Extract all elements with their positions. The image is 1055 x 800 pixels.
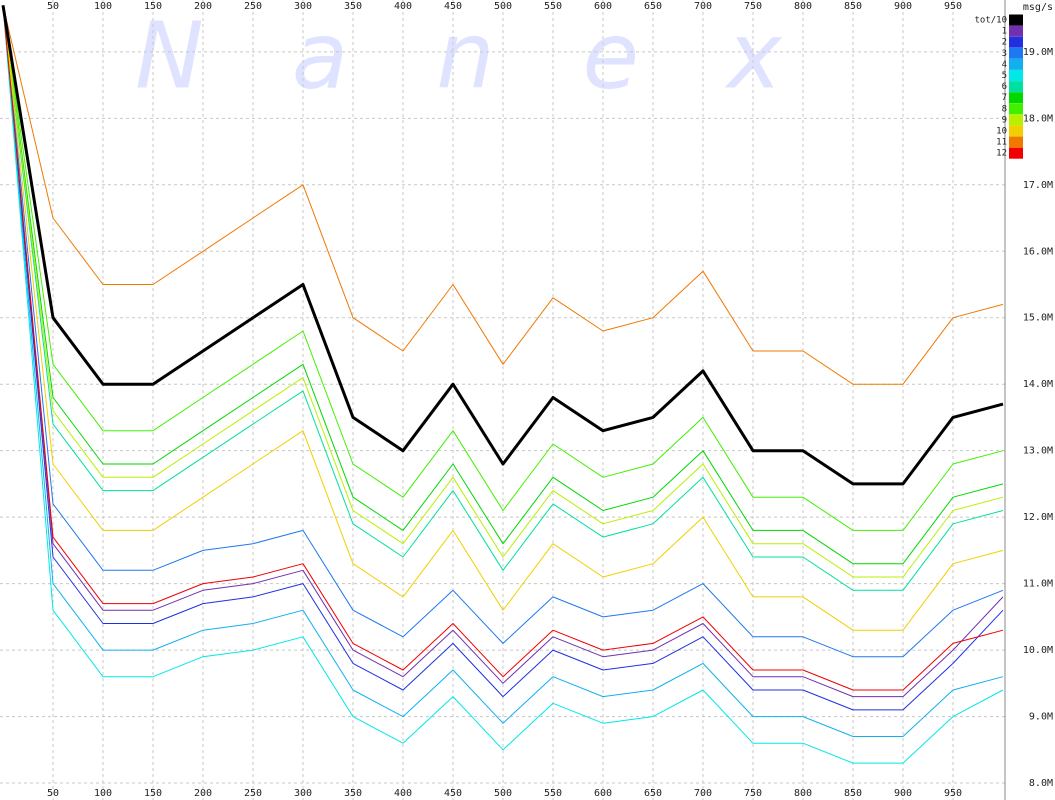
x-tick-label: 100	[94, 1, 112, 12]
x-tick-label: 600	[594, 788, 612, 799]
x-tick-label: 550	[544, 788, 562, 799]
x-tick-label: 500	[494, 788, 512, 799]
y-tick-label: 18.0M	[1023, 113, 1053, 124]
series-line	[2, 5, 1004, 631]
legend-swatch	[1009, 58, 1023, 70]
legend-label: 10	[996, 127, 1007, 137]
x-tick-label: 150	[144, 788, 162, 799]
legend-swatch	[1009, 14, 1023, 26]
x-tick-label: 700	[694, 1, 712, 12]
legend-label: 3	[1002, 49, 1007, 59]
legend-label: 6	[1002, 82, 1007, 92]
legend-label: 4	[1002, 60, 1007, 70]
legend-swatch	[1009, 114, 1023, 126]
legend-label: 12	[996, 149, 1007, 159]
legend-swatch	[1009, 70, 1023, 81]
x-tick-label: 400	[394, 1, 412, 12]
y-tick-label: 9.0M	[1029, 712, 1053, 723]
series-line	[2, 5, 1004, 711]
legend-swatch	[1009, 36, 1023, 48]
x-tick-label: 850	[844, 788, 862, 799]
series-line	[2, 5, 1004, 578]
x-tick-label: 350	[344, 1, 362, 12]
legend-swatch	[1009, 47, 1023, 59]
y-unit-label: msg/s	[1023, 2, 1053, 13]
legend-swatch	[1009, 136, 1023, 148]
x-tick-label: 250	[244, 1, 262, 12]
legend-label: 9	[1002, 115, 1007, 125]
legend-swatch	[1009, 147, 1023, 159]
x-tick-label: 350	[344, 788, 362, 799]
x-tick-label: 700	[694, 788, 712, 799]
x-tick-label: 950	[944, 1, 962, 12]
legend-swatch	[1009, 92, 1023, 104]
legend-label: tot/10	[974, 16, 1007, 26]
y-tick-label: 14.0M	[1023, 379, 1053, 390]
x-tick-label: 100	[94, 788, 112, 799]
x-tick-label: 250	[244, 788, 262, 799]
legend-label: 5	[1002, 71, 1007, 81]
x-tick-label: 400	[394, 788, 412, 799]
series-line	[1, 5, 1004, 486]
x-tick-label: 850	[844, 1, 862, 12]
series-line	[2, 5, 1004, 385]
y-tick-label: 10.0M	[1023, 645, 1053, 656]
x-tick-label: 600	[594, 1, 612, 12]
x-tick-label: 300	[294, 788, 312, 799]
y-tick-label: 11.0M	[1023, 579, 1053, 590]
series-line	[2, 5, 1004, 531]
x-tick-label: 650	[644, 1, 662, 12]
legend-swatch	[1009, 103, 1023, 115]
legend-label: 2	[1002, 38, 1007, 48]
y-tick-label: 19.0M	[1023, 47, 1053, 58]
y-tick-label: 12.0M	[1023, 512, 1053, 523]
x-tick-label: 450	[444, 1, 462, 12]
watermark: Nanex	[135, 2, 870, 109]
legend-swatch	[1009, 81, 1023, 93]
series-line	[2, 5, 1004, 658]
y-tick-label: 8.0M	[1029, 778, 1053, 789]
x-tick-label: 750	[744, 788, 762, 799]
y-tick-label: 16.0M	[1023, 246, 1053, 257]
x-tick-label: 900	[894, 788, 912, 799]
x-tick-label: 300	[294, 1, 312, 12]
x-tick-label: 900	[894, 1, 912, 12]
legend-swatch	[1009, 25, 1023, 37]
y-tick-label: 17.0M	[1023, 180, 1053, 191]
x-tick-label: 950	[944, 788, 962, 799]
series-line	[2, 5, 1004, 764]
x-tick-label: 550	[544, 1, 562, 12]
series-line	[2, 5, 1004, 591]
series-line	[2, 5, 1004, 737]
y-tick-label: 13.0M	[1023, 446, 1053, 457]
legend-label: 1	[1002, 27, 1007, 37]
series-line	[2, 5, 1004, 698]
x-tick-label: 650	[644, 788, 662, 799]
legend-swatch	[1009, 125, 1023, 137]
legend-label: 7	[1002, 93, 1007, 103]
x-tick-label: 800	[794, 1, 812, 12]
x-tick-label: 50	[47, 788, 59, 799]
x-tick-label: 200	[194, 1, 212, 12]
series-line	[2, 5, 1004, 691]
series-line	[2, 5, 1004, 565]
x-tick-label: 750	[744, 1, 762, 12]
x-tick-label: 800	[794, 788, 812, 799]
x-tick-label: 150	[144, 1, 162, 12]
x-tick-label: 500	[494, 1, 512, 12]
x-tick-label: 50	[47, 1, 59, 12]
x-tick-label: 200	[194, 788, 212, 799]
legend-label: 11	[996, 138, 1007, 148]
y-tick-label: 15.0M	[1023, 313, 1053, 324]
legend-label: 8	[1002, 104, 1007, 114]
x-tick-label: 450	[444, 788, 462, 799]
